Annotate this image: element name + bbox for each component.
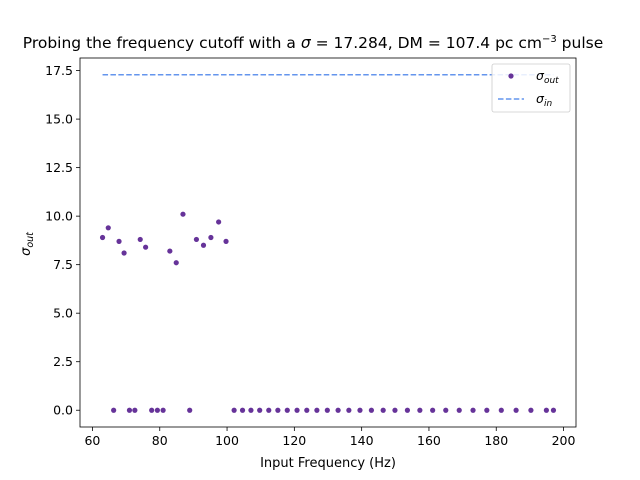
x-axis-label: Input Frequency (Hz)	[260, 456, 396, 471]
y-axis-label: σout	[19, 231, 36, 256]
y-tick-label: 5.0	[53, 306, 73, 321]
sigma-out-point	[284, 407, 290, 413]
sigma-out-point	[126, 407, 133, 413]
legend-sigma-out-marker	[508, 73, 514, 79]
legend-sigma-out-label: σout	[536, 68, 559, 86]
legend-sigma-in-label: σin	[536, 91, 552, 109]
sigma-out-point	[513, 407, 519, 413]
y-tick-label: 7.5	[53, 257, 73, 272]
sigma-out-point	[173, 260, 179, 266]
sigma-out-point	[456, 407, 462, 413]
y-tick-label: 17.5	[45, 63, 73, 78]
sigma-out-point	[404, 407, 411, 413]
sigma-out-point	[275, 407, 281, 413]
sigma-out-point	[498, 407, 504, 413]
x-tick-label: 100	[215, 433, 239, 448]
sigma-out-point	[149, 407, 155, 413]
plot-area: 60 80 100 120 140 160 180 200 0.0 2.5 5.0 7.5 10.0 12…	[45, 57, 577, 448]
legend-box	[491, 63, 571, 113]
sigma-out-point	[470, 407, 476, 413]
sigma-out-point	[105, 225, 111, 231]
sigma-out-point	[335, 407, 341, 413]
sigma-out-point	[121, 250, 127, 256]
sigma-out-point	[208, 234, 214, 241]
sigma-out-point	[180, 211, 186, 217]
sigma-out-point	[380, 407, 386, 413]
sigma-out-point	[430, 407, 436, 413]
sigma-out-point	[392, 407, 398, 413]
legend: σout σin	[491, 63, 571, 113]
sigma-out-point	[137, 236, 143, 243]
sigma-out-point	[484, 407, 490, 413]
sigma-out-point	[314, 407, 320, 413]
sigma-out-point	[528, 407, 534, 413]
sigma-out-point	[417, 407, 423, 413]
y-tick-label: 10.0	[45, 209, 73, 224]
sigma-out-point	[99, 234, 106, 241]
y-tick-label: 2.5	[53, 354, 73, 369]
sigma-out-point	[200, 242, 207, 248]
sigma-out-point	[187, 407, 193, 413]
sigma-out-point	[193, 236, 200, 243]
sigma-out-point	[257, 407, 263, 413]
sigma-out-point	[443, 407, 449, 413]
sigma-out-point	[160, 407, 166, 413]
x-tick-label: 60	[84, 433, 100, 448]
x-tick-label: 200	[552, 433, 576, 448]
sigma-out-point	[154, 407, 160, 413]
plot-frame	[79, 57, 577, 428]
y-tick-label: 12.5	[45, 160, 73, 175]
sigma-out-point	[132, 407, 138, 413]
sigma-out-point	[357, 407, 363, 413]
x-tick-label: 80	[152, 433, 168, 448]
x-tick-label: 120	[282, 433, 306, 448]
sigma-out-point	[239, 407, 246, 413]
x-tick-label: 180	[484, 433, 508, 448]
sigma-out-point	[143, 244, 149, 250]
sigma-out-point	[550, 407, 557, 413]
sigma-out-point	[346, 407, 352, 413]
sigma-out-point	[111, 407, 117, 413]
sigma-out-point	[216, 219, 222, 225]
x-tick-label: 160	[417, 433, 441, 448]
sigma-out-point	[324, 407, 330, 413]
sigma-out-point	[167, 248, 173, 254]
sigma-out-point	[304, 407, 310, 413]
sigma-out-point	[543, 407, 549, 413]
sigma-out-point	[248, 407, 254, 413]
sigma-out-point	[266, 407, 272, 413]
sigma-out-point	[368, 407, 375, 413]
chart-title: Probing the frequency cutoff with a σ = …	[23, 34, 604, 52]
sigma-out-point	[294, 407, 300, 413]
y-tick-label: 0.0	[53, 403, 73, 418]
x-tick-label: 140	[350, 433, 374, 448]
sigma-out-point	[231, 407, 237, 413]
y-tick-label: 15.0	[45, 112, 73, 127]
sigma-out-point	[116, 238, 122, 244]
sigma-out-point	[223, 238, 229, 244]
